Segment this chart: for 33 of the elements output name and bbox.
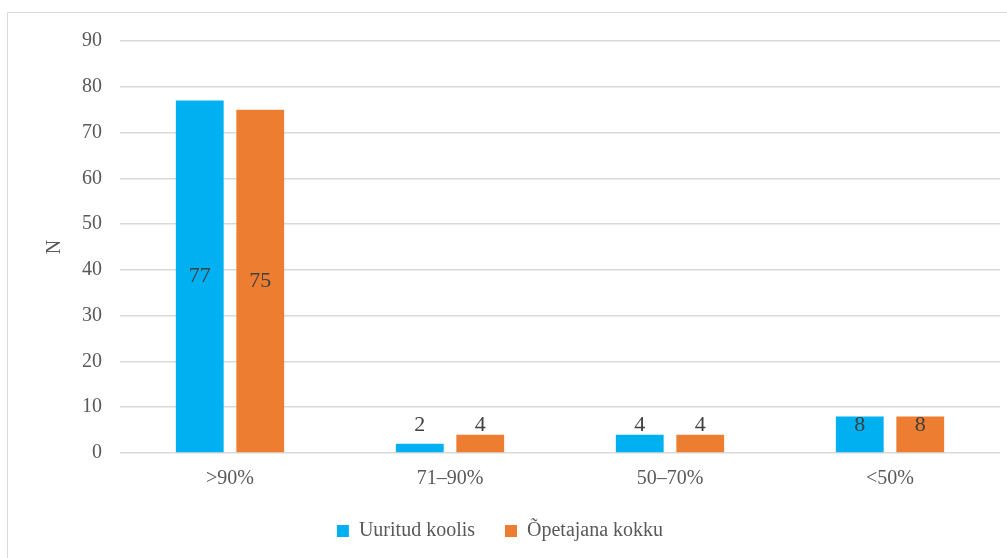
legend-label: Uuritud koolis — [358, 518, 476, 541]
bar — [615, 434, 664, 453]
x-tick-label: 50–70% — [636, 466, 704, 489]
y-tick-label: 10 — [82, 394, 102, 417]
data-label: 8 — [914, 411, 926, 437]
y-tick-label: 80 — [82, 74, 102, 97]
bar — [175, 100, 224, 453]
data-label: 77 — [188, 262, 211, 288]
y-tick-label: 90 — [82, 28, 102, 51]
legend-label: Õpetajana kokku — [527, 517, 664, 542]
y-tick-label: 40 — [82, 257, 102, 280]
bar — [835, 416, 884, 453]
x-tick-label: <50% — [866, 466, 914, 489]
bar — [236, 109, 285, 453]
data-label: 8 — [854, 411, 866, 437]
y-tick-label: 20 — [82, 348, 102, 371]
data-label: 2 — [414, 411, 426, 437]
y-tick-label: 60 — [82, 165, 102, 188]
bar — [395, 443, 444, 453]
bar — [456, 434, 505, 453]
data-label: 4 — [474, 411, 486, 437]
x-tick-label: 71–90% — [416, 466, 484, 489]
bar — [676, 434, 725, 453]
y-tick-label: 30 — [82, 302, 102, 325]
data-label: 4 — [634, 411, 646, 437]
data-label: 4 — [694, 411, 706, 437]
bar — [896, 416, 945, 453]
y-tick-label: 70 — [82, 119, 102, 142]
y-tick-label: 50 — [82, 211, 102, 234]
y-tick-label: 0 — [92, 440, 102, 463]
x-tick-label: >90% — [206, 466, 254, 489]
data-label: 75 — [249, 266, 272, 292]
y-axis-title: N — [42, 239, 65, 255]
